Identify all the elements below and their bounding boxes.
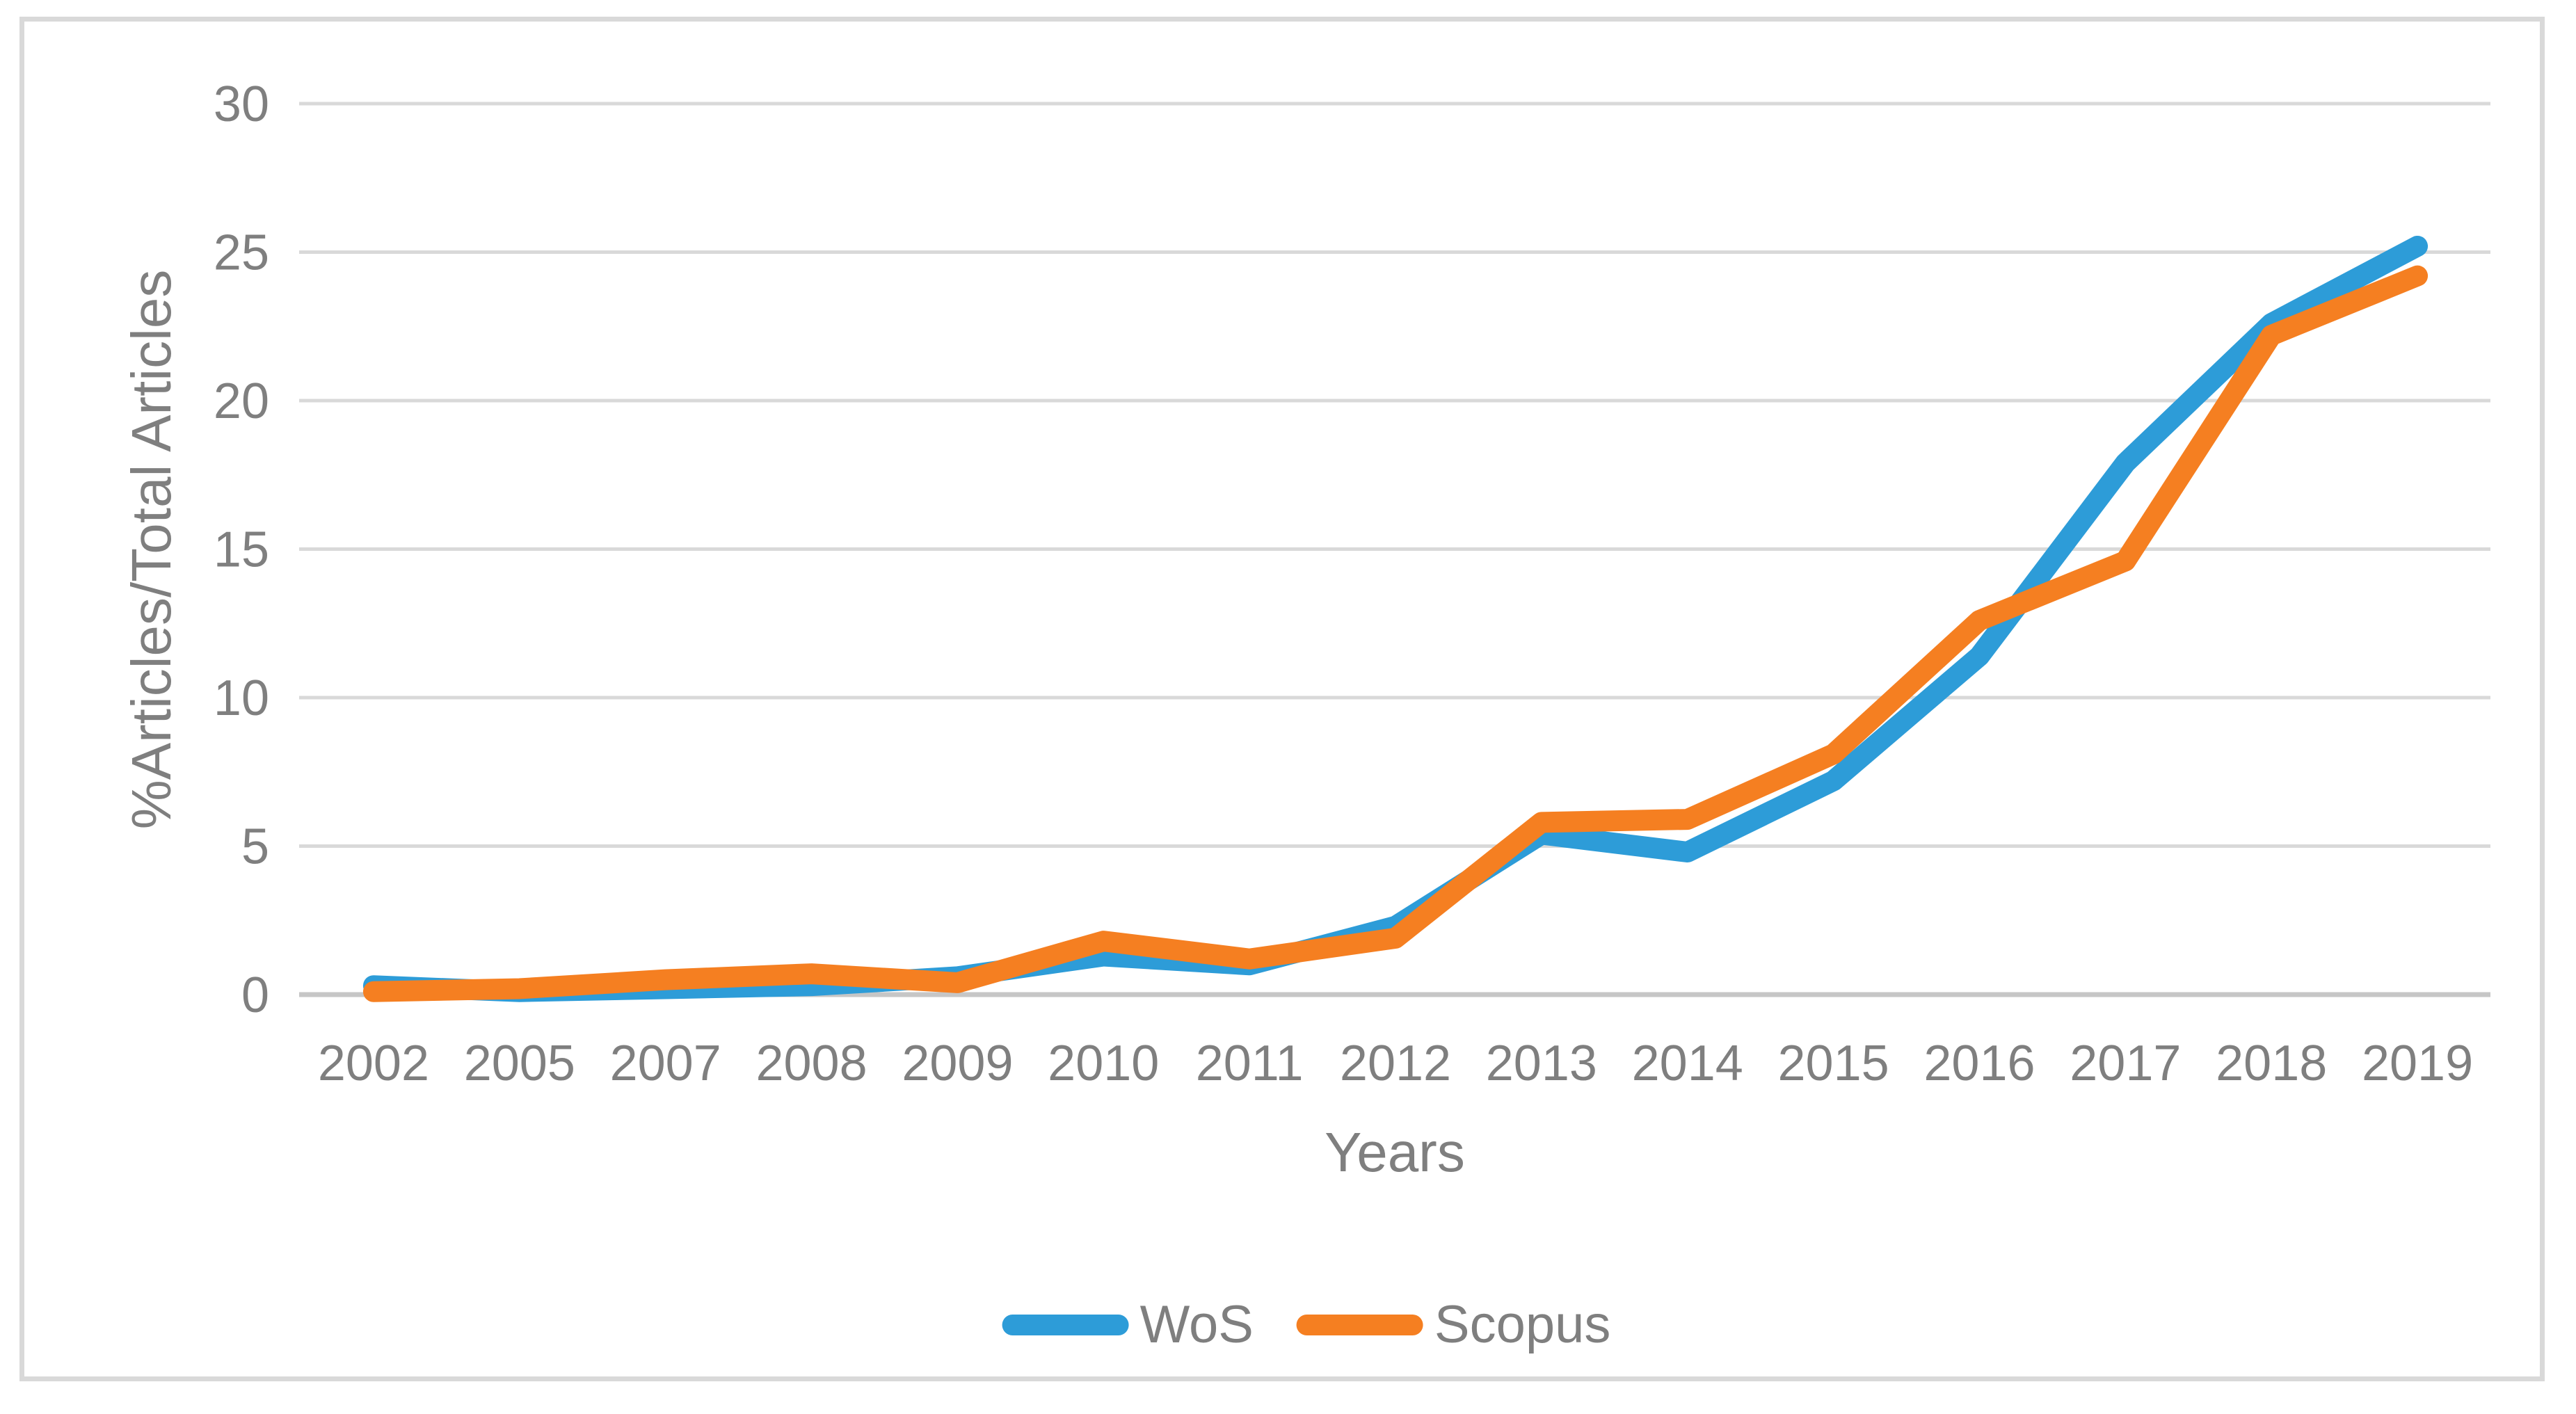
series-line-scopus bbox=[362, 265, 2429, 1002]
x-tick-label: 2007 bbox=[610, 1036, 721, 1091]
y-tick-label: 15 bbox=[214, 522, 269, 578]
x-axis-title: Years bbox=[1325, 1121, 1465, 1183]
chart-outer-border bbox=[19, 17, 2545, 1381]
x-tick-label: 2014 bbox=[1632, 1036, 1743, 1091]
x-tick-label: 2012 bbox=[1340, 1036, 1451, 1091]
series-line-wos bbox=[362, 235, 2429, 1002]
y-tick-label: 0 bbox=[241, 967, 269, 1023]
legend-item-scopus[interactable]: Scopus bbox=[1296, 1295, 1611, 1354]
legend-item-wos[interactable]: WoS bbox=[1002, 1299, 1254, 1351]
x-tick-label: 2016 bbox=[1923, 1036, 2035, 1091]
x-tick-label: 2019 bbox=[2362, 1036, 2473, 1091]
y-tick-label: 5 bbox=[241, 819, 269, 875]
y-tick-label: 30 bbox=[214, 77, 269, 132]
x-tick-label: 2013 bbox=[1486, 1036, 1597, 1091]
legend-label-scopus: Scopus bbox=[1434, 1295, 1611, 1354]
x-tick-label: 2010 bbox=[1048, 1036, 1159, 1091]
x-tick-label: 2009 bbox=[902, 1036, 1013, 1091]
wos-line-swatch-icon bbox=[1002, 1315, 1129, 1335]
x-tick-label: 2015 bbox=[1778, 1036, 1889, 1091]
y-tick-label: 20 bbox=[214, 373, 269, 429]
y-tick-label: 25 bbox=[214, 225, 269, 281]
x-tick-label: 2018 bbox=[2216, 1036, 2327, 1091]
legend-label-wos: WoS bbox=[1139, 1295, 1254, 1354]
y-axis-title: %Articles/Total Articles bbox=[120, 269, 182, 830]
y-tick-label: 10 bbox=[214, 670, 269, 726]
x-tick-label: 2017 bbox=[2070, 1036, 2181, 1091]
scopus-line-swatch-icon bbox=[1296, 1315, 1423, 1335]
chart-legend: WoS Scopus bbox=[1002, 1295, 1611, 1354]
x-tick-label: 2002 bbox=[318, 1036, 429, 1091]
x-tick-label: 2005 bbox=[464, 1036, 575, 1091]
x-tick-label: 2011 bbox=[1196, 1036, 1304, 1091]
x-tick-label: 2008 bbox=[755, 1036, 867, 1091]
